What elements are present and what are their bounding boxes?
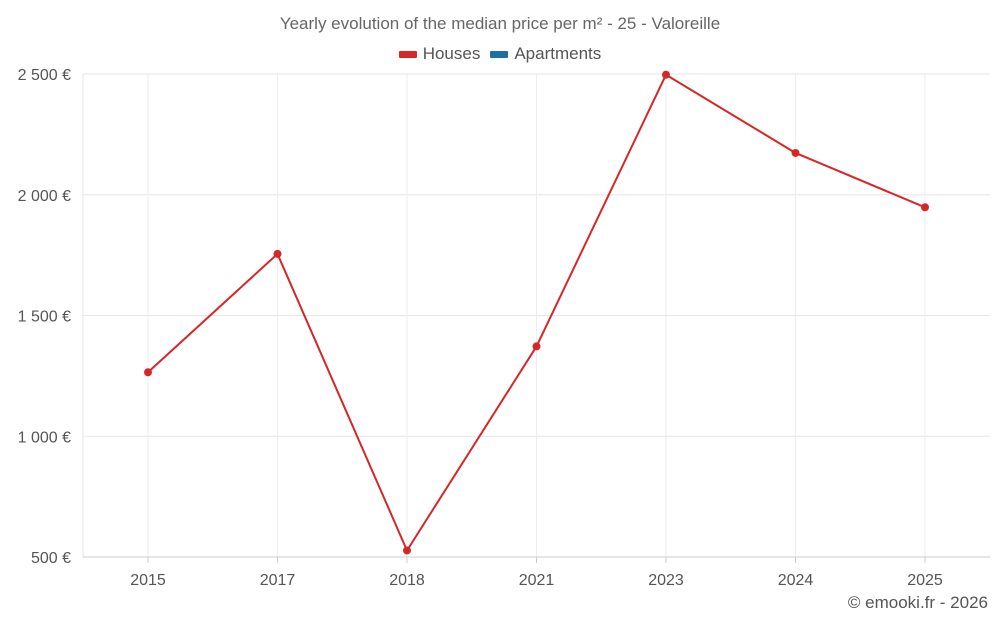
- chart-title: Yearly evolution of the median price per…: [279, 14, 721, 33]
- data-point-houses-2015: [144, 368, 152, 377]
- x-tick-label-2024: 2024: [778, 572, 814, 589]
- legend-label-apartments: Apartments: [514, 44, 602, 63]
- x-tick-label-2025: 2025: [907, 572, 943, 589]
- y-tick-label-2500: 2 500 €: [18, 67, 71, 84]
- legend-item-houses[interactable]: Houses: [398, 44, 481, 64]
- legend-swatch-houses: [398, 50, 417, 58]
- legend-label-houses: Houses: [422, 44, 481, 63]
- x-tick-label-2018: 2018: [389, 572, 425, 589]
- legend-swatch-apartments: [490, 50, 509, 58]
- data-point-houses-2023: [662, 70, 670, 79]
- y-tick-label-2000: 2 000 €: [18, 188, 71, 205]
- y-tick-label-500: 500 €: [31, 550, 71, 567]
- data-point-houses-2021: [532, 342, 541, 351]
- y-tick-label-1000: 1 000 €: [18, 429, 71, 446]
- x-tick-label-2017: 2017: [260, 572, 296, 589]
- x-tick-label-2023: 2023: [648, 572, 684, 589]
- y-tick-label-1500: 1 500 €: [18, 309, 71, 326]
- x-tick-label-2021: 2021: [519, 572, 555, 589]
- data-point-houses-2017: [273, 249, 282, 258]
- chart-legend: Houses Apartments: [0, 44, 1000, 64]
- x-tick-label-2015: 2015: [130, 572, 166, 589]
- data-point-houses-2018: [403, 546, 411, 555]
- data-point-houses-2025: [921, 203, 929, 212]
- legend-item-apartments[interactable]: Apartments: [490, 44, 601, 64]
- credit-text: © emooki.fr - 2026: [847, 593, 988, 612]
- data-point-houses-2024: [791, 148, 800, 157]
